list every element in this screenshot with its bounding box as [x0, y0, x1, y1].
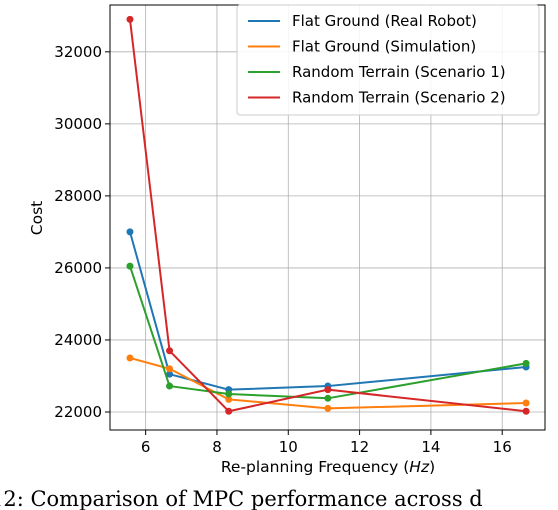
series-layer: [126, 15, 530, 415]
data-point: [166, 365, 174, 373]
y-tick-label: 28000: [54, 187, 102, 205]
ticks: 6 8 10 12 14 16 22000 24000 26000 28000 30000 32000: [54, 43, 511, 456]
y-tick-label: 22000: [54, 403, 102, 421]
y-axis-label: Cost: [28, 201, 46, 235]
x-tick-label: 8: [212, 438, 222, 456]
data-point: [225, 407, 233, 415]
x-axis-label: Re-planning Frequency (Hz): [221, 458, 435, 476]
y-tick-label: 32000: [54, 43, 102, 61]
data-point: [225, 390, 233, 398]
y-tick-label: 26000: [54, 259, 102, 277]
data-point: [522, 407, 530, 415]
legend-label: Flat Ground (Real Robot): [292, 12, 477, 30]
data-point: [166, 347, 174, 355]
series-3: [126, 262, 530, 402]
data-point: [522, 359, 530, 367]
x-tick-label: 16: [493, 438, 512, 456]
x-axis-label-close-paren: ): [429, 458, 435, 476]
x-axis-label-unit: Hz: [409, 458, 430, 476]
legend-label: Random Terrain (Scenario 1): [292, 63, 506, 81]
x-tick-label: 10: [279, 438, 298, 456]
data-point: [126, 15, 134, 23]
legend-label: Flat Ground (Simulation): [292, 38, 476, 56]
data-point: [225, 395, 233, 403]
y-tick-label: 24000: [54, 331, 102, 349]
data-point: [166, 382, 174, 390]
data-point: [126, 354, 134, 362]
series-4: [126, 15, 530, 415]
data-point: [522, 399, 530, 407]
x-axis-label-open-paren: (: [403, 458, 409, 476]
x-tick-label: 14: [421, 438, 440, 456]
x-tick-label: 12: [350, 438, 369, 456]
x-axis-label-text: Re-planning Frequency: [221, 458, 398, 476]
legend-label: Random Terrain (Scenario 2): [292, 89, 506, 107]
series-line: [129, 231, 527, 391]
legend-frame: [236, 4, 540, 116]
data-point: [324, 394, 332, 402]
series-2: [126, 354, 530, 412]
data-point: [324, 386, 332, 394]
data-point: [166, 370, 174, 378]
x-tick-label: 6: [141, 438, 151, 456]
legend: Flat Ground (Real Robot) Flat Ground (Sim…: [236, 4, 540, 116]
data-point: [126, 228, 134, 236]
figure-caption: 12: Comparison of MPC performance across…: [0, 487, 483, 510]
data-point: [126, 262, 134, 270]
data-point: [324, 404, 332, 412]
y-tick-label: 30000: [54, 115, 102, 133]
